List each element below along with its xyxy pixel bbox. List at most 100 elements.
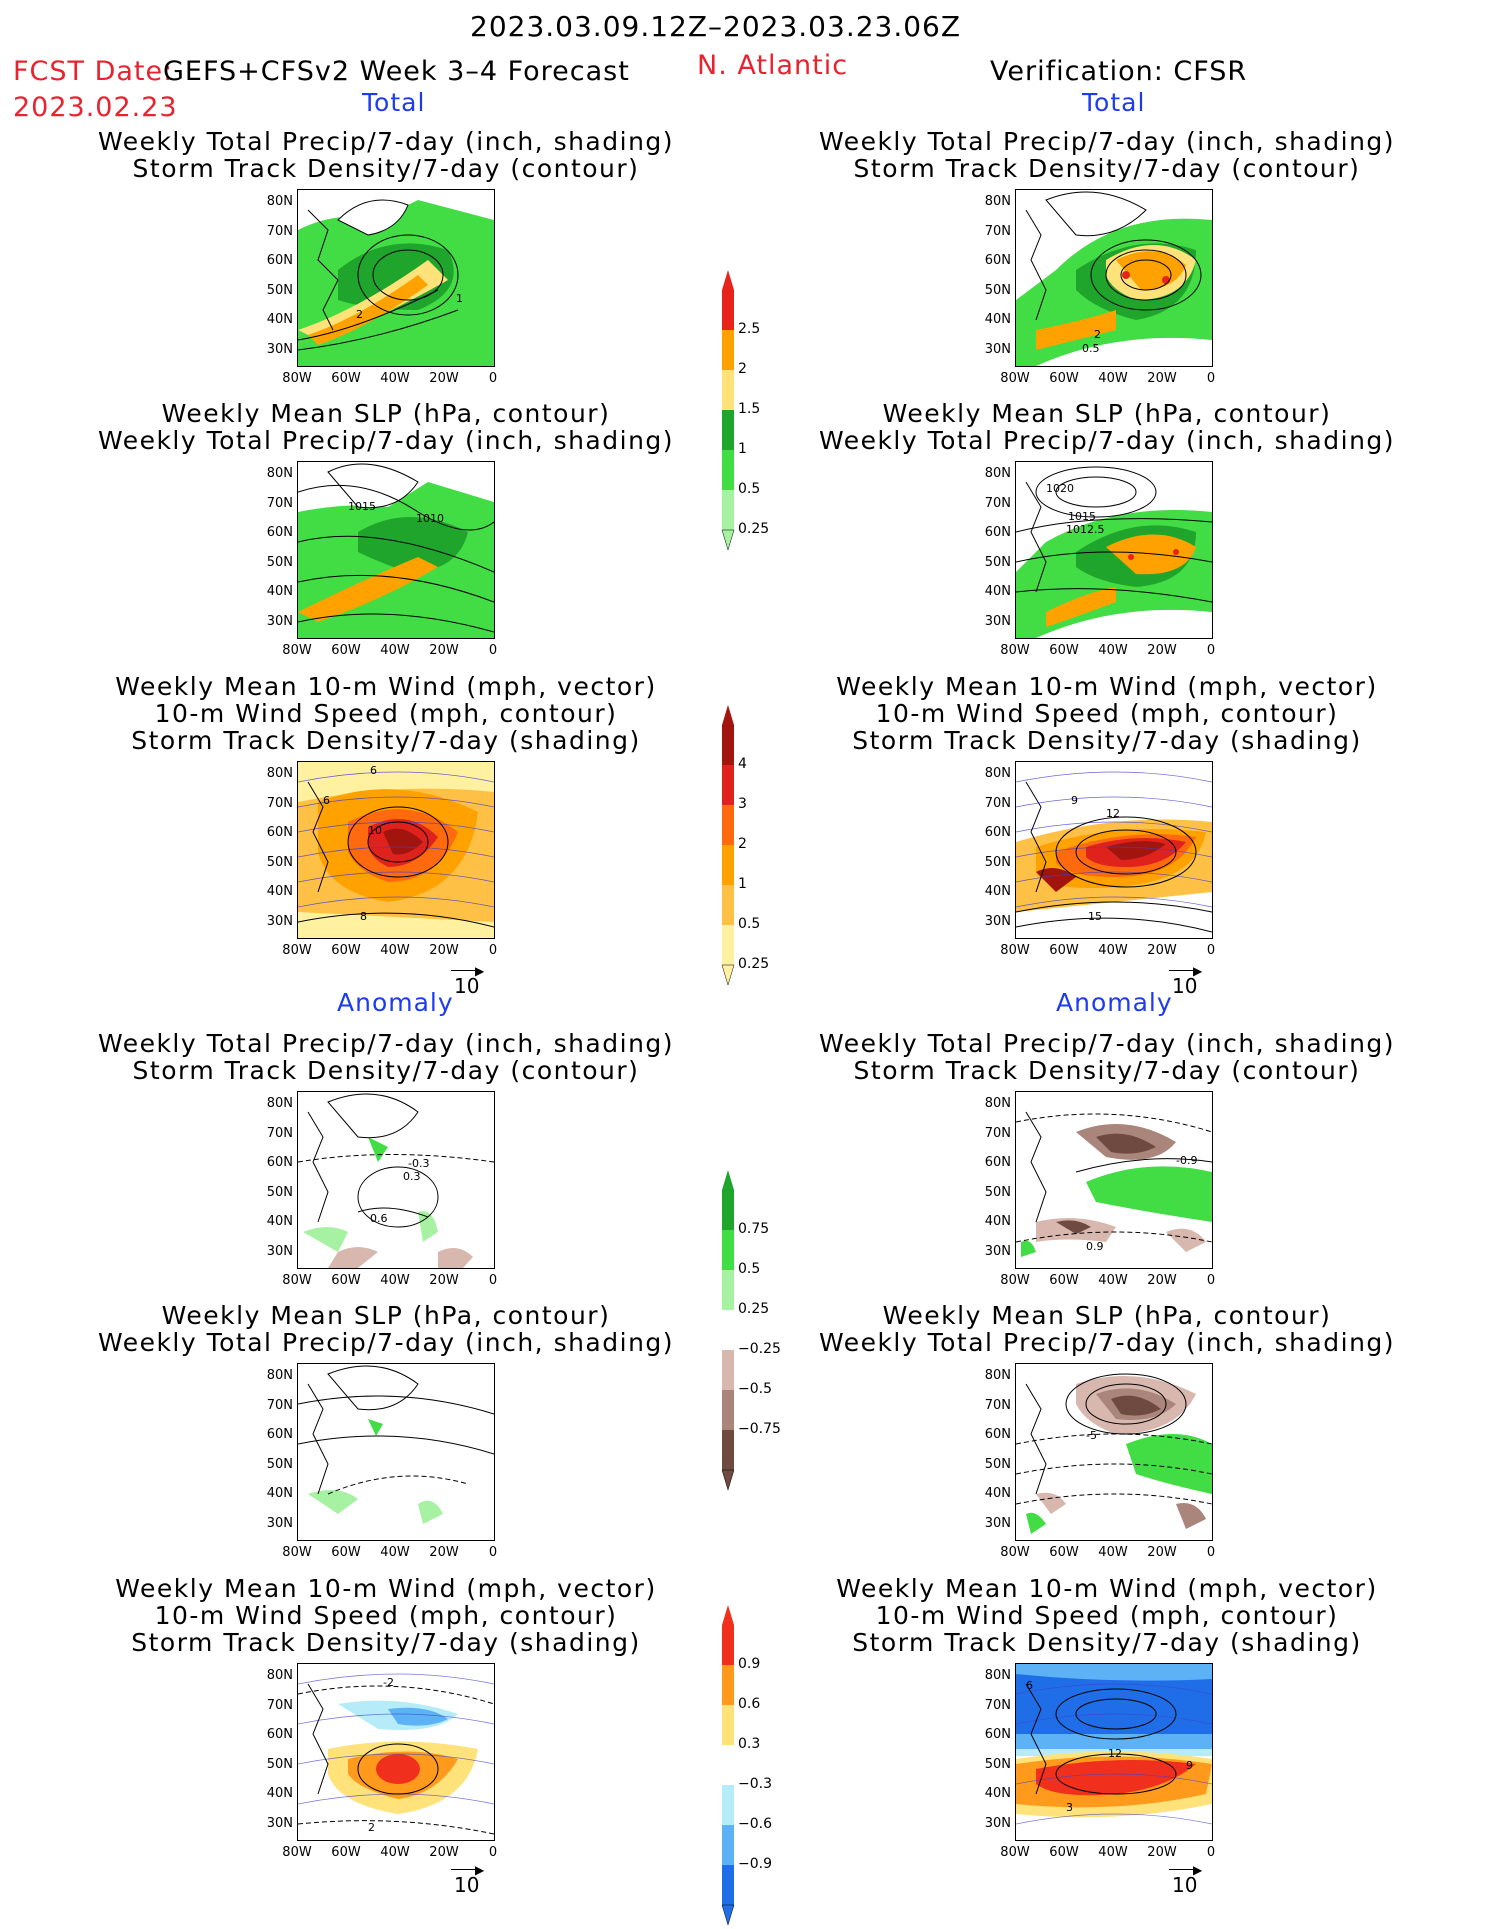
lon-tick-label: 80W — [1000, 1845, 1030, 1860]
lat-tick-label: 40N — [984, 1214, 1011, 1229]
contour-label: 1 — [456, 292, 463, 305]
colorbar-label: 3 — [738, 796, 747, 812]
lon-tick-label: 0 — [1206, 1273, 1216, 1288]
left-panel4-title-a: Weekly Total Precip/7-day (inch, shading… — [97, 1029, 675, 1058]
colorbar-swatch — [722, 1350, 734, 1390]
lat-tick-label: 30N — [984, 341, 1011, 357]
left-precip-storm-anom-map: -0.3 0.3 0.6 — [297, 1091, 495, 1269]
contour-label: 15 — [1088, 910, 1102, 923]
left-precip-storm-map: 2 1 — [297, 189, 495, 367]
lon-tick-label: 60W — [331, 1273, 361, 1288]
contour-label: -0.3 — [408, 1157, 429, 1170]
colorbar-bottom-arrow — [721, 1904, 735, 1926]
contour-label: 10 — [368, 824, 382, 837]
contour-label: 1020 — [1046, 482, 1074, 495]
right-panel6-title-b: 10-m Wind Speed (mph, contour) — [875, 1601, 1339, 1630]
lat-tick-label: 50N — [266, 854, 293, 870]
lon-tick-label: 20W — [1147, 943, 1177, 958]
lat-tick-label: 30N — [984, 1243, 1011, 1259]
left-panel3-title-b: 10-m Wind Speed (mph, contour) — [154, 699, 618, 728]
left-panel4-title-b: Storm Track Density/7-day (contour) — [132, 1056, 640, 1085]
contour-label: 8 — [360, 910, 367, 923]
right-panel4-title-a: Weekly Total Precip/7-day (inch, shading… — [818, 1029, 1396, 1058]
lon-tick-label: 60W — [1049, 643, 1079, 658]
lat-tick-label: 60N — [984, 825, 1011, 840]
colorbar-swatch — [722, 1190, 734, 1230]
contour-label: 0.6 — [370, 1212, 388, 1225]
lat-tick-label: 40N — [984, 884, 1011, 899]
lat-tick-label: 70N — [266, 1397, 293, 1413]
colorbar-swatches — [721, 270, 735, 551]
lat-tick-label: 80N — [984, 766, 1011, 781]
colorbar-label: 0.25 — [738, 521, 770, 537]
lat-tick-label: 70N — [984, 1397, 1011, 1413]
colorbar-label: 0.6 — [738, 1696, 761, 1712]
colorbar-label: 0.9 — [738, 1656, 761, 1672]
contour-label: 0.5 — [1082, 342, 1100, 355]
colorbar-swatch — [722, 490, 734, 530]
lon-tick-label: 0 — [488, 1845, 498, 1860]
contour-label: 6 — [323, 794, 330, 807]
lat-tick-label: 70N — [984, 1697, 1011, 1713]
lon-tick-label: 80W — [282, 1845, 312, 1860]
lat-tick-label: 40N — [266, 312, 293, 327]
lon-tick-label: 0 — [488, 943, 498, 958]
lon-tick-label: 80W — [1000, 643, 1030, 658]
colorbar-swatch — [722, 1390, 734, 1430]
lon-tick-label: 60W — [331, 371, 361, 386]
colorbar-swatch — [722, 1665, 734, 1705]
contour-label: 2 — [1094, 328, 1101, 341]
lon-tick-label: 40W — [1098, 643, 1128, 658]
lat-tick-label: 60N — [984, 1155, 1011, 1170]
lat-tick-label: 50N — [266, 554, 293, 570]
contour-label: 2 — [356, 308, 363, 321]
lon-tick-label: 80W — [282, 1273, 312, 1288]
colorbar-bottom-arrow — [721, 964, 735, 986]
right-panel1-title-a: Weekly Total Precip/7-day (inch, shading… — [818, 127, 1396, 156]
right-panel2-title-b: Weekly Total Precip/7-day (inch, shading… — [818, 426, 1396, 455]
fcst-date-label: FCST Date: — [13, 56, 174, 87]
colorbar-label: −0.9 — [738, 1856, 772, 1872]
right-panel4-title-b: Storm Track Density/7-day (contour) — [853, 1056, 1361, 1085]
right-panel3-title-b: 10-m Wind Speed (mph, contour) — [875, 699, 1339, 728]
vector-ref-label: 10 — [1172, 974, 1198, 998]
lat-tick-label: 80N — [984, 1368, 1011, 1383]
lon-tick-label: 40W — [1098, 371, 1128, 386]
lat-tick-label: 40N — [984, 1786, 1011, 1801]
forecast-name: GEFS+CFSv2 Week 3–4 Forecast — [163, 56, 630, 87]
lon-tick-label: 40W — [380, 943, 410, 958]
contour-label: 12 — [1108, 1747, 1122, 1760]
colorbar-swatch — [722, 1625, 734, 1665]
vector-ref-label: 10 — [1172, 1873, 1198, 1897]
lon-tick-label: 80W — [1000, 1545, 1030, 1560]
right-wind-storm-map: 9 12 15 — [1015, 761, 1213, 939]
lat-tick-label: 30N — [266, 613, 293, 629]
colorbar-label: −0.6 — [738, 1816, 772, 1832]
right-precip-storm-anom-map: -0.9 0.9 — [1015, 1091, 1213, 1269]
lat-tick-label: 80N — [984, 194, 1011, 209]
left-panel5-title-a: Weekly Mean SLP (hPa, contour) — [161, 1301, 611, 1330]
lat-tick-label: 40N — [266, 1214, 293, 1229]
colorbar-swatch — [722, 1865, 734, 1905]
colorbar-swatch — [722, 370, 734, 410]
lat-tick-label: 70N — [984, 223, 1011, 239]
colorbar-swatch — [722, 450, 734, 490]
colorbar-swatches — [721, 705, 735, 986]
lat-tick-label: 60N — [266, 1727, 293, 1742]
lat-tick-label: 60N — [984, 1727, 1011, 1742]
colorbar-label: −0.5 — [738, 1381, 772, 1397]
lat-tick-label: 30N — [266, 341, 293, 357]
right-slp-precip-map: 1020 1015 1012.5 — [1015, 461, 1213, 639]
precip-total-colorbar: 2.5 2 1.5 1 0.5 0.25 — [720, 270, 769, 554]
lon-tick-label: 60W — [331, 1545, 361, 1560]
colorbar-swatch — [722, 805, 734, 845]
contour-label: 1012.5 — [1066, 523, 1105, 536]
right-panel6-title-a: Weekly Mean 10-m Wind (mph, vector) — [836, 1574, 1378, 1603]
lon-tick-label: 80W — [282, 371, 312, 386]
lon-tick-label: 40W — [380, 1845, 410, 1860]
colorbar-swatch — [722, 1270, 734, 1310]
lon-tick-label: 0 — [488, 643, 498, 658]
lon-tick-label: 40W — [380, 371, 410, 386]
right-precip-storm-map: 2 0.5 — [1015, 189, 1213, 367]
colorbar-label: 2 — [738, 361, 747, 377]
